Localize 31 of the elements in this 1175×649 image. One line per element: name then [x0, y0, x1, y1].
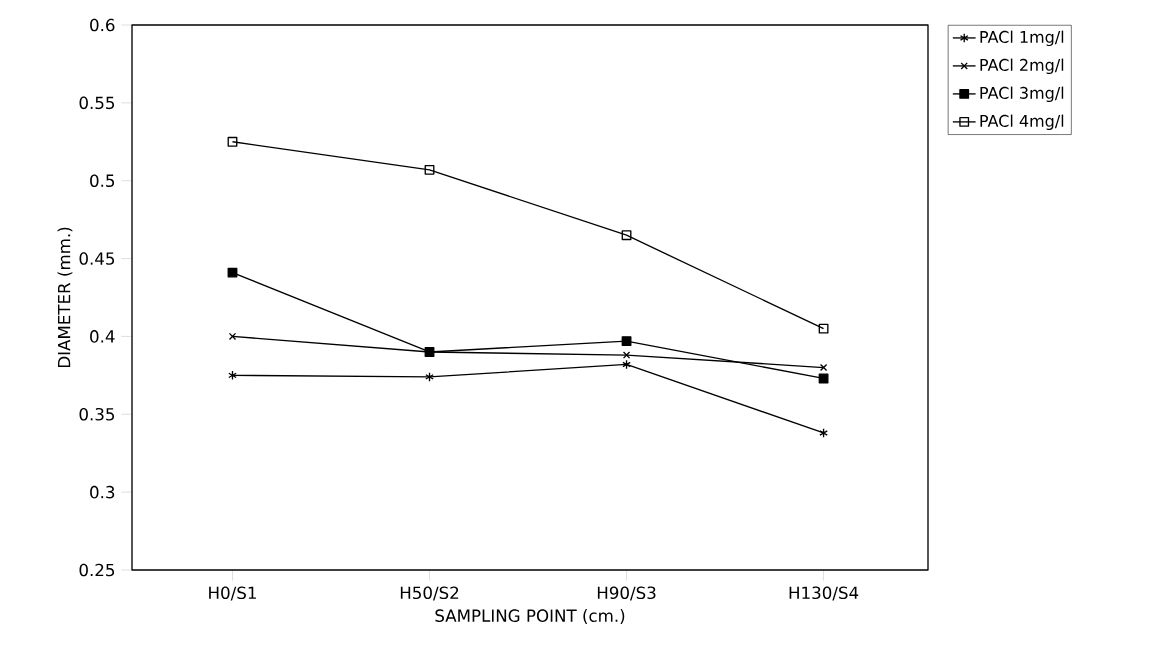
point: [228, 332, 237, 341]
y-tick-label: 0.25: [79, 563, 115, 577]
y-tick-label: 0.6: [90, 18, 115, 32]
y-tick-label: 0.3: [90, 485, 115, 499]
point: [818, 323, 829, 334]
point: [819, 428, 828, 438]
y-tick-label: 0.35: [79, 407, 115, 421]
point: [227, 267, 238, 278]
point: [425, 371, 434, 382]
point: [228, 370, 237, 381]
point: [818, 373, 829, 384]
point: [622, 351, 631, 359]
y-tick-label: 0.5: [90, 174, 115, 187]
y-axis-title: DIAMETER (mm.): [57, 227, 73, 368]
legend-label: PACl 2mg/l: [980, 58, 1064, 75]
legend-label: PACl 3mg/l: [980, 86, 1064, 103]
point: [227, 136, 238, 147]
y-tick-label: 0.4: [90, 330, 115, 343]
x-tick-label: H0/S1: [209, 586, 256, 601]
x-axis-title: SAMPLING POINT (cm.): [435, 609, 625, 624]
legend-label: PACl 4mg/l: [980, 114, 1064, 131]
x-tick-label: H50/S2: [400, 586, 459, 601]
x-tick-label: H90/S3: [597, 586, 656, 601]
point: [621, 336, 632, 347]
point: [622, 359, 631, 370]
y-tick-label: 0.45: [79, 252, 115, 265]
x-tick-label: H130/S4: [789, 586, 859, 601]
point: [621, 230, 632, 241]
y-tick-label: 0.55: [79, 96, 115, 110]
point: [424, 164, 435, 175]
legend-label: PACl 1mg/l: [980, 30, 1064, 47]
